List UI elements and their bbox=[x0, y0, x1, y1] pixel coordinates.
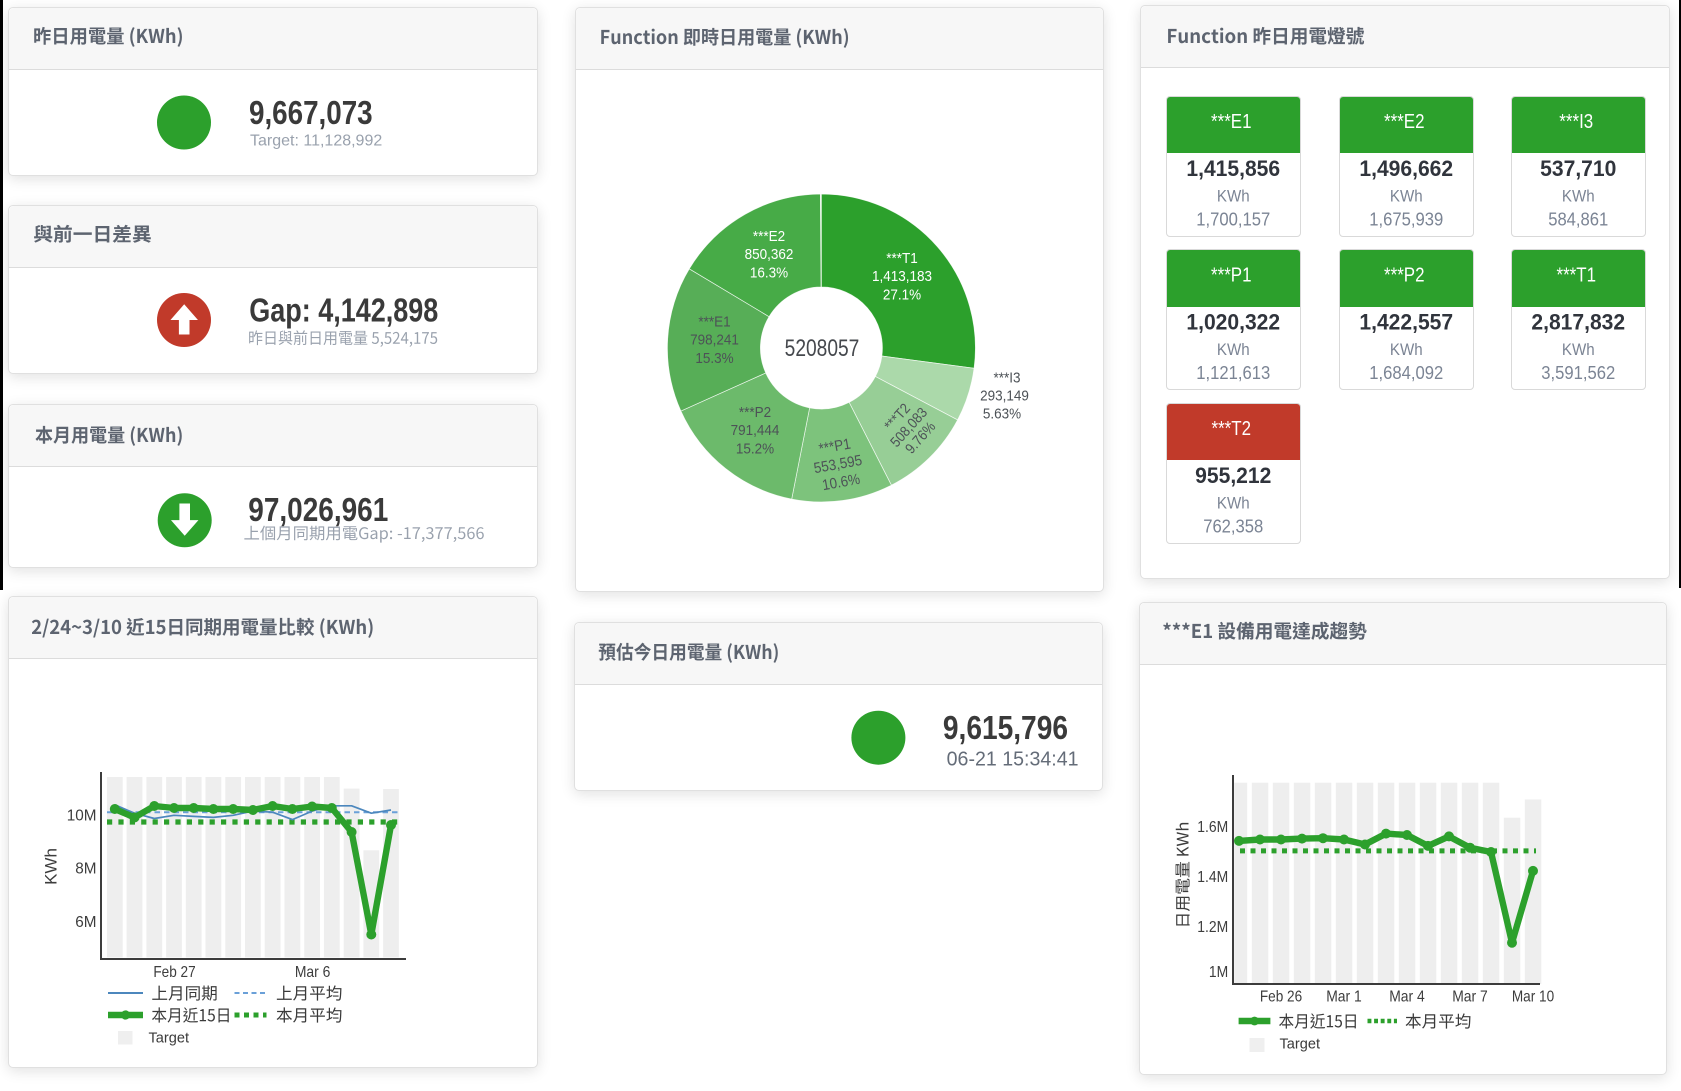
svg-text:Target: 11,128,992: Target: 11,128,992 bbox=[250, 133, 382, 150]
svg-text:3,591,562: 3,591,562 bbox=[1541, 362, 1615, 383]
svg-text:Feb 27: Feb 27 bbox=[153, 964, 195, 981]
svg-text:***T2: ***T2 bbox=[1211, 417, 1251, 440]
svg-text:KWh: KWh bbox=[1562, 340, 1595, 359]
svg-text:1,675,939: 1,675,939 bbox=[1369, 209, 1443, 230]
svg-text:955,212: 955,212 bbox=[1195, 462, 1271, 488]
svg-text:1,700,157: 1,700,157 bbox=[1196, 209, 1270, 230]
svg-text:KWh: KWh bbox=[1390, 340, 1423, 359]
svg-text:584,861: 584,861 bbox=[1548, 209, 1608, 230]
svg-text:1.4M: 1.4M bbox=[1197, 869, 1228, 886]
svg-text:Mar 6: Mar 6 bbox=[295, 963, 331, 981]
svg-text:Gap: 4,142,898: Gap: 4,142,898 bbox=[249, 292, 438, 329]
svg-text:***P1: ***P1 bbox=[1211, 263, 1251, 286]
svg-text:5.63%: 5.63% bbox=[983, 406, 1022, 423]
svg-text:06-21 15:34:41: 06-21 15:34:41 bbox=[947, 748, 1079, 770]
svg-text:1,121,613: 1,121,613 bbox=[1196, 362, 1270, 383]
svg-text:***I3: ***I3 bbox=[1559, 110, 1593, 133]
svg-text:KWh: KWh bbox=[1217, 494, 1250, 513]
svg-text:798,241: 798,241 bbox=[690, 332, 739, 349]
svg-text:15.3%: 15.3% bbox=[695, 350, 734, 367]
svg-text:6M: 6M bbox=[75, 914, 96, 931]
svg-text:***P2: ***P2 bbox=[739, 404, 771, 421]
svg-text:791,444: 791,444 bbox=[731, 422, 780, 439]
svg-text:KWh: KWh bbox=[1390, 187, 1423, 206]
svg-text:***T1: ***T1 bbox=[886, 250, 918, 267]
svg-text:***I3: ***I3 bbox=[994, 370, 1021, 387]
svg-text:10.6%: 10.6% bbox=[821, 471, 862, 494]
svg-text:5208057: 5208057 bbox=[785, 334, 860, 361]
svg-text:1,422,557: 1,422,557 bbox=[1359, 309, 1453, 335]
svg-text:537,710: 537,710 bbox=[1540, 155, 1616, 181]
svg-text:1,684,092: 1,684,092 bbox=[1369, 362, 1443, 383]
svg-text:1,413,183: 1,413,183 bbox=[872, 268, 932, 285]
svg-text:27.1%: 27.1% bbox=[883, 287, 922, 304]
svg-text:Mar 1: Mar 1 bbox=[1326, 988, 1362, 1006]
svg-text:15.2%: 15.2% bbox=[736, 441, 775, 458]
svg-text:KWh: KWh bbox=[1217, 340, 1250, 359]
svg-text:Target: Target bbox=[1280, 1037, 1321, 1053]
svg-text:1M: 1M bbox=[1209, 964, 1228, 981]
svg-text:850,362: 850,362 bbox=[745, 246, 794, 263]
svg-text:Feb 26: Feb 26 bbox=[1260, 989, 1302, 1006]
svg-text:***E1: ***E1 bbox=[1211, 110, 1251, 133]
svg-text:***P1: ***P1 bbox=[818, 436, 853, 458]
svg-text:1,415,856: 1,415,856 bbox=[1186, 155, 1280, 181]
svg-text:1.6M: 1.6M bbox=[1197, 819, 1228, 836]
svg-text:***E1: ***E1 bbox=[698, 314, 730, 331]
svg-text:1.2M: 1.2M bbox=[1197, 919, 1228, 936]
svg-text:1,020,322: 1,020,322 bbox=[1186, 309, 1280, 335]
svg-text:762,358: 762,358 bbox=[1203, 516, 1263, 537]
svg-text:8M: 8M bbox=[75, 861, 96, 878]
svg-text:KWh: KWh bbox=[42, 848, 61, 885]
svg-text:16.3%: 16.3% bbox=[750, 265, 789, 282]
svg-text:Target: Target bbox=[149, 1030, 190, 1046]
svg-text:97,026,961: 97,026,961 bbox=[248, 491, 388, 529]
svg-text:2,817,832: 2,817,832 bbox=[1531, 309, 1625, 335]
svg-text:Mar 10: Mar 10 bbox=[1512, 989, 1554, 1006]
svg-text:KWh: KWh bbox=[1562, 187, 1595, 206]
svg-text:9,667,073: 9,667,073 bbox=[249, 94, 373, 132]
svg-text:***T1: ***T1 bbox=[1556, 263, 1596, 286]
svg-text:KWh: KWh bbox=[1217, 187, 1250, 206]
svg-text:Mar 7: Mar 7 bbox=[1452, 988, 1488, 1006]
svg-text:1,496,662: 1,496,662 bbox=[1359, 155, 1453, 181]
svg-text:***E2: ***E2 bbox=[1384, 110, 1424, 133]
svg-text:Mar 4: Mar 4 bbox=[1389, 988, 1425, 1006]
svg-text:9,615,796: 9,615,796 bbox=[943, 709, 1068, 747]
svg-text:***P2: ***P2 bbox=[1384, 263, 1424, 286]
svg-text:10M: 10M bbox=[67, 808, 97, 825]
svg-text:***E2: ***E2 bbox=[753, 228, 785, 245]
svg-text:293,149: 293,149 bbox=[980, 388, 1029, 405]
